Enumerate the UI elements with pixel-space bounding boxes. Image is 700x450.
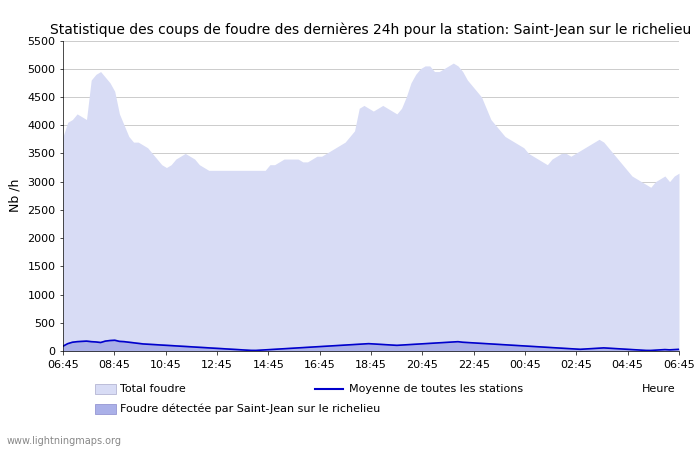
Text: Heure: Heure [642, 384, 675, 394]
Y-axis label: Nb /h: Nb /h [8, 179, 22, 212]
Text: Foudre détectée par Saint-Jean sur le richelieu: Foudre détectée par Saint-Jean sur le ri… [120, 404, 381, 414]
Title: Statistique des coups de foudre des dernières 24h pour la station: Saint-Jean su: Statistique des coups de foudre des dern… [50, 22, 692, 36]
Text: www.lightningmaps.org: www.lightningmaps.org [7, 436, 122, 446]
Text: Total foudre: Total foudre [120, 384, 186, 394]
Text: Moyenne de toutes les stations: Moyenne de toutes les stations [349, 384, 523, 394]
FancyBboxPatch shape [94, 404, 116, 414]
FancyBboxPatch shape [94, 384, 116, 394]
